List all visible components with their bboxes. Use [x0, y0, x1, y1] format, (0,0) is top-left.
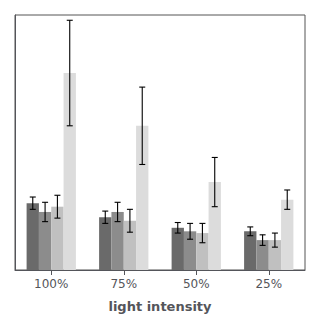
- svg-text:100%: 100%: [34, 277, 68, 291]
- svg-text:light intensity: light intensity: [108, 299, 212, 314]
- svg-text:50%: 50%: [183, 277, 210, 291]
- svg-text:75%: 75%: [110, 277, 137, 291]
- svg-text:25%: 25%: [255, 277, 282, 291]
